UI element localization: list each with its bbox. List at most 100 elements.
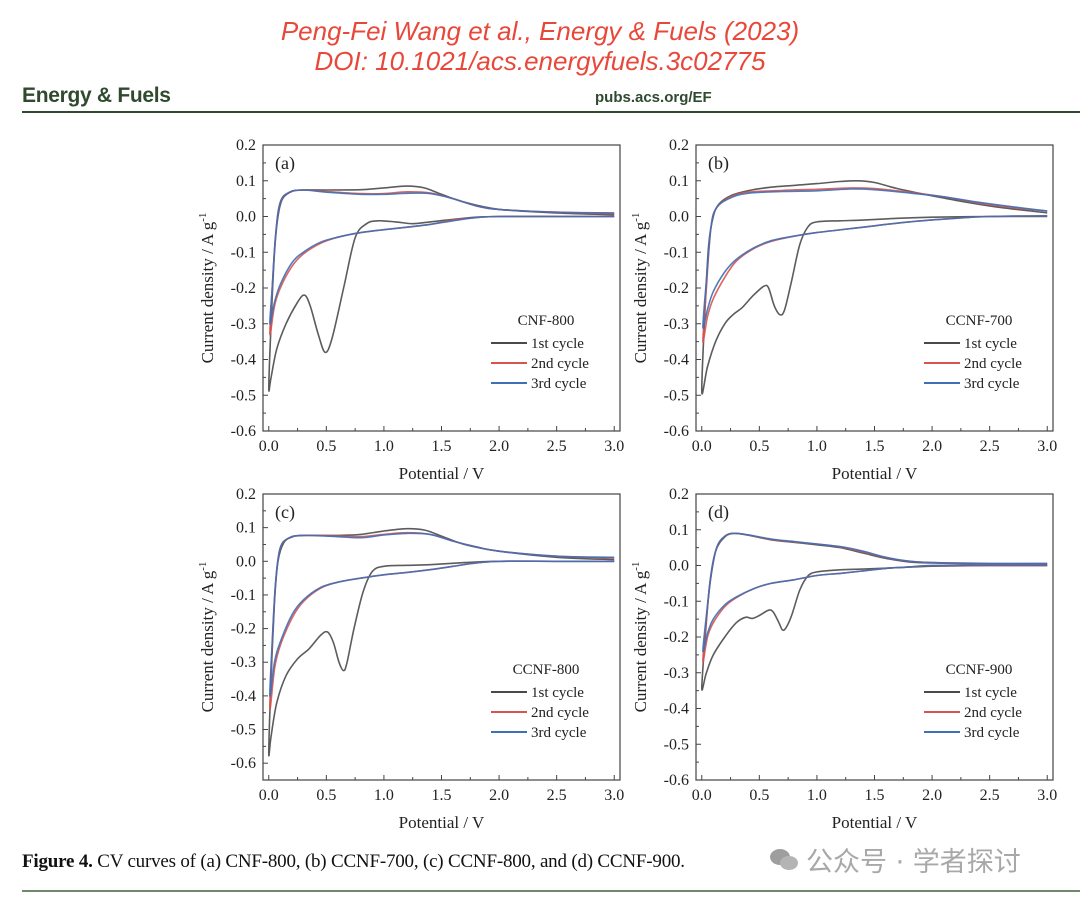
cv-curve-3 (269, 189, 615, 325)
y-tick-label: -0.4 (664, 701, 689, 718)
y-tick-label: -0.6 (231, 423, 256, 440)
x-tick-label: 2.5 (547, 787, 567, 804)
citation-doi: DOI: 10.1021/acs.energyfuels.3c02775 (314, 46, 766, 76)
y-axis-label-superscript: -1 (630, 562, 642, 571)
x-tick-label: 1.0 (807, 787, 827, 804)
panel-label: (d) (708, 502, 729, 523)
y-tick-label: -0.4 (231, 352, 256, 369)
y-tick-label: -0.2 (664, 629, 689, 646)
panel-label: (a) (275, 153, 295, 174)
y-tick-label: -0.5 (664, 736, 689, 753)
x-tick-label: 0.0 (692, 438, 712, 455)
chart-panel-b: 0.0 0.5 1.0 1.5 2.0 2.5 3.0 0.2 0.1 0.0 -0.1 -0.2 -0… (630, 137, 1057, 483)
y-tick-label: 0.0 (236, 209, 256, 226)
legend-label-2: 2nd cycle (531, 705, 589, 721)
x-tick-label: 0.5 (316, 438, 336, 455)
chart-panel-c: 0.0 0.5 1.0 1.5 2.0 2.5 3.0 0.2 0.1 0.0 -0.1 -0.2 -0… (197, 486, 624, 832)
legend-label-3: 3rd cycle (964, 725, 1020, 741)
y-axis-label-text: Current density / A g (198, 221, 217, 363)
y-tick-label: -0.2 (231, 280, 256, 297)
y-tick-label: 0.0 (236, 553, 256, 570)
y-tick-label: 0.2 (236, 486, 256, 503)
journal-url[interactable]: pubs.acs.org/EF (595, 89, 712, 106)
cv-curve-1 (268, 185, 615, 392)
x-tick-label: 1.0 (807, 438, 827, 455)
x-axis-label: Potential / V (399, 464, 485, 483)
cv-curve-3 (702, 188, 1048, 329)
x-tick-label: 2.0 (922, 438, 942, 455)
y-tick-label: 0.2 (669, 137, 689, 154)
citation-authors: Peng-Fei Wang et al., Energy & Fuels (20… (280, 16, 800, 46)
x-tick-label: 0.0 (259, 438, 279, 455)
legend-label-3: 3rd cycle (531, 725, 587, 741)
y-tick-label: -0.1 (664, 244, 689, 261)
y-tick-label: 0.2 (236, 137, 256, 154)
y-tick-label: 0.0 (669, 558, 689, 575)
figure-caption: Figure 4. CV curves of (a) CNF-800, (b) … (22, 851, 685, 873)
legend-label-1: 1st cycle (531, 336, 584, 352)
x-tick-label: 2.5 (980, 438, 1000, 455)
x-tick-label: 0.5 (316, 787, 336, 804)
y-tick-label: -0.4 (231, 688, 256, 705)
legend-label-1: 1st cycle (531, 685, 584, 701)
x-tick-label: 2.5 (980, 787, 1000, 804)
x-tick-label: 1.5 (432, 438, 452, 455)
caption-text: CV curves of (a) CNF-800, (b) CCNF-700, … (92, 851, 685, 872)
y-axis-label-superscript: -1 (197, 213, 209, 222)
legend-label-2: 2nd cycle (964, 705, 1022, 721)
x-tick-label: 1.0 (374, 438, 394, 455)
header-divider (22, 111, 1080, 113)
legend-title: CCNF-900 (946, 662, 1013, 678)
y-tick-label: -0.3 (231, 654, 256, 671)
x-tick-label: 3.0 (604, 438, 624, 455)
x-axis-label: Potential / V (832, 464, 918, 483)
x-tick-label: 1.0 (374, 787, 394, 804)
x-tick-label: 3.0 (1037, 438, 1057, 455)
x-tick-label: 1.5 (865, 787, 885, 804)
chart-panel-a: 0.0 0.5 1.0 1.5 2.0 2.5 3.0 0.2 0.1 0.0 -0.1 -0.2 -0… (197, 137, 624, 483)
x-axis-label: Potential / V (399, 813, 485, 832)
x-tick-label: 2.0 (489, 787, 509, 804)
y-axis-label: Current density / A g-1 (630, 213, 650, 364)
y-tick-label: 0.1 (236, 520, 256, 537)
cv-curve-1 (268, 527, 615, 757)
x-tick-label: 0.5 (749, 438, 769, 455)
panel-label: (c) (275, 502, 295, 523)
legend-label-1: 1st cycle (964, 336, 1017, 352)
y-axis-label-text: Current density / A g (631, 221, 650, 363)
x-tick-label: 1.5 (432, 787, 452, 804)
legend-label-2: 2nd cycle (964, 356, 1022, 372)
x-axis-label: Potential / V (832, 813, 918, 832)
y-tick-label: -0.6 (664, 423, 689, 440)
legend-label-2: 2nd cycle (531, 356, 589, 372)
legend-label-3: 3rd cycle (531, 376, 587, 392)
x-tick-label: 1.5 (865, 438, 885, 455)
cv-curve-2 (702, 532, 1048, 663)
y-tick-label: -0.5 (231, 387, 256, 404)
y-tick-label: -0.5 (664, 387, 689, 404)
citation: Peng-Fei Wang et al., Energy & Fuels (20… (0, 16, 1080, 76)
cv-curve-3 (269, 532, 615, 697)
y-tick-label: 0.2 (669, 486, 689, 503)
y-axis-label: Current density / A g-1 (630, 562, 650, 713)
y-tick-label: -0.2 (664, 280, 689, 297)
wechat-icon (770, 847, 800, 873)
y-tick-label: -0.3 (231, 316, 256, 333)
y-tick-label: -0.1 (664, 593, 689, 610)
watermark: 公众号 · 学者探讨 (770, 840, 1021, 879)
panel-label: (b) (708, 153, 729, 174)
y-tick-label: 0.1 (669, 173, 689, 190)
x-tick-label: 3.0 (604, 787, 624, 804)
legend-title: CCNF-700 (946, 313, 1013, 329)
y-tick-label: -0.5 (231, 722, 256, 739)
x-tick-label: 3.0 (1037, 787, 1057, 804)
y-tick-label: -0.4 (664, 352, 689, 369)
y-tick-label: 0.1 (236, 173, 256, 190)
y-tick-label: -0.6 (664, 772, 689, 789)
y-axis-label-superscript: -1 (630, 213, 642, 222)
x-tick-label: 0.5 (749, 787, 769, 804)
x-tick-label: 0.0 (692, 787, 712, 804)
x-tick-label: 0.0 (259, 787, 279, 804)
legend-label-1: 1st cycle (964, 685, 1017, 701)
